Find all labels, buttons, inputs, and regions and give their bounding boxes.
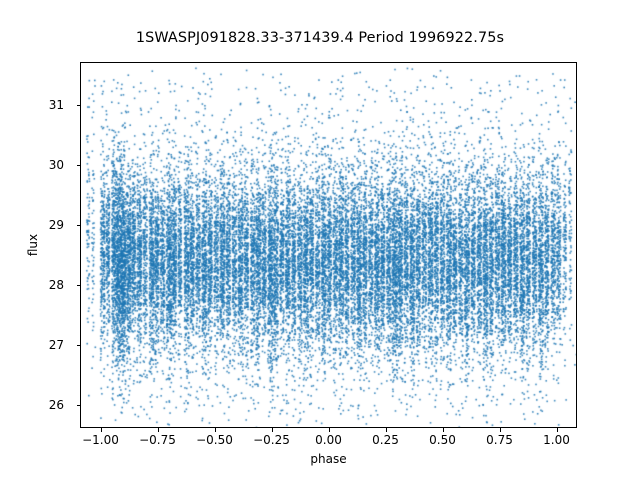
- x-axis-tick: [556, 428, 558, 432]
- x-axis-tick-label: −0.50: [196, 433, 233, 447]
- x-axis-tick: [100, 428, 102, 432]
- x-axis-tick-label: 0.75: [486, 433, 513, 447]
- y-axis-label: flux: [26, 233, 40, 257]
- x-axis-tick-label: 0.50: [429, 433, 456, 447]
- y-axis-tick-label: 26: [48, 398, 64, 413]
- y-axis-tick-label: 27: [48, 338, 64, 353]
- x-axis-tick-label: −1.00: [82, 433, 119, 447]
- y-axis-tick: [76, 405, 80, 407]
- y-axis-tick: [76, 285, 80, 287]
- y-axis-tick: [76, 165, 80, 167]
- x-axis-tick: [499, 428, 501, 432]
- x-axis-tick: [442, 428, 444, 432]
- y-axis-tick-label: 30: [48, 158, 64, 173]
- x-axis-tick-label: 0.00: [315, 433, 342, 447]
- y-axis-tick-label: 31: [48, 98, 64, 113]
- x-axis-tick: [271, 428, 273, 432]
- x-axis-tick-label: 1.00: [543, 433, 570, 447]
- x-axis-label: phase: [310, 452, 347, 466]
- x-axis-tick-label: −0.75: [139, 433, 176, 447]
- plot-axes: [80, 62, 577, 428]
- y-axis-tick: [76, 105, 80, 107]
- x-axis-tick: [385, 428, 387, 432]
- x-axis-tick: [328, 428, 330, 432]
- scatter-data-layer: [81, 63, 576, 427]
- page-title: 1SWASPJ091828.33-371439.4 Period 1996922…: [135, 30, 505, 46]
- y-axis-tick-label: 28: [48, 278, 64, 293]
- x-axis-tick-label: 0.25: [372, 433, 399, 447]
- y-axis-tick: [76, 225, 80, 227]
- x-axis-tick-label: −0.25: [253, 433, 290, 447]
- y-axis-tick: [76, 345, 80, 347]
- x-axis-tick: [157, 428, 159, 432]
- y-axis-tick-label: 29: [48, 218, 64, 233]
- x-axis-tick: [214, 428, 216, 432]
